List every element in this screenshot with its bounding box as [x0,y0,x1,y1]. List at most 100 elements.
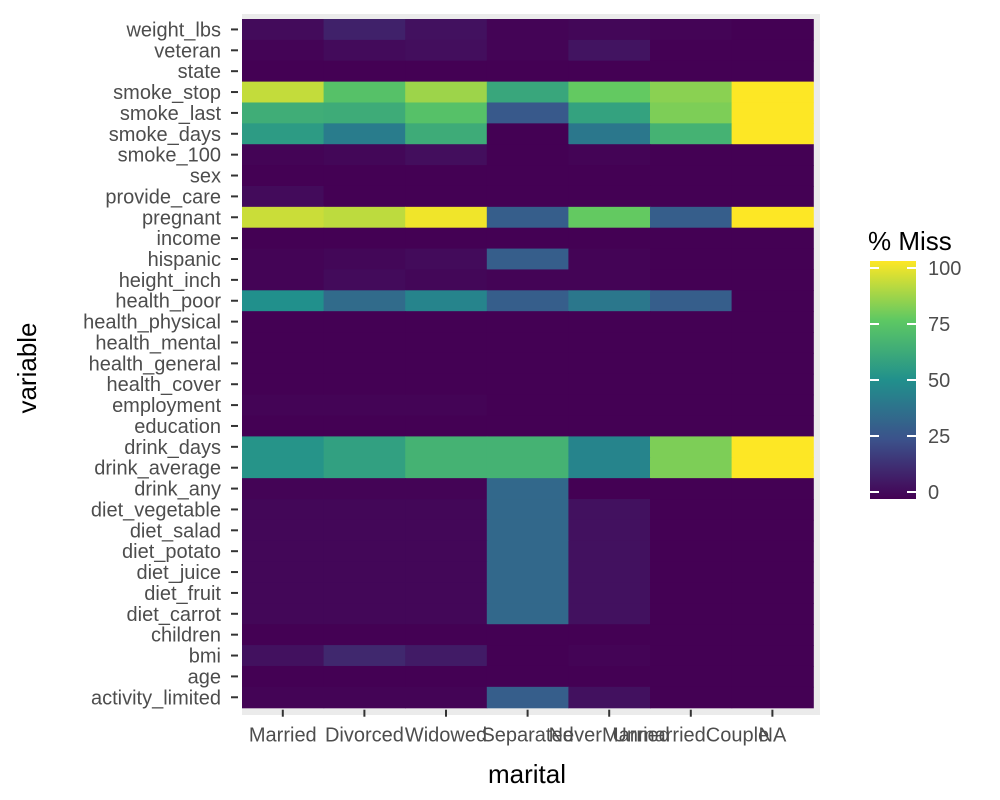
heatmap-cell [405,645,488,667]
heatmap-cell [405,415,488,437]
heatmap-cell [242,352,325,375]
heatmap-cell [568,227,651,250]
heatmap-cell [650,165,733,187]
heatmap-cell [650,415,733,437]
heatmap-cell [242,561,325,584]
heatmap-cell [323,582,406,604]
heatmap-cell [486,311,569,333]
heatmap-cell [731,665,814,688]
heatmap-cell [405,290,488,312]
y-tick-label: education [134,416,221,438]
heatmap-cell [405,540,488,563]
heatmap-cell [650,499,733,521]
heatmap-cell [731,373,814,396]
y-tick-label: hispanic [148,249,221,271]
heatmap-cell [731,540,814,563]
heatmap-cell [568,19,651,41]
legend-tick-label: 25 [928,426,950,448]
y-tick-label: diet_salad [130,520,221,542]
heatmap-cell [405,352,488,375]
y-tick-label: state [178,61,221,83]
x-tick-label: NeverMarried [549,725,670,747]
heatmap-cell [405,561,488,584]
y-tick-label: diet_fruit [144,583,221,605]
y-tick-label: height_inch [119,270,221,292]
heatmap-cell [405,332,488,354]
heatmap-cell [242,519,325,542]
heatmap-cell [242,373,325,396]
y-tick-label: diet_potato [122,541,221,563]
y-tick-label: children [151,625,221,647]
x-tick-label: Widowed [405,725,487,747]
heatmap-cell [568,352,651,375]
heatmap-cell [731,352,814,375]
heatmap-cell [242,665,325,688]
heatmap-cell [242,248,325,271]
heatmap-cell [242,540,325,563]
heatmap-cell [405,373,488,396]
y-tick-label: income [157,228,221,250]
heatmap-cell [242,206,325,229]
heatmap-cell [486,352,569,375]
heatmap-cell [323,519,406,542]
heatmap-cell [486,206,569,229]
heatmap-cell [405,499,488,521]
heatmap-cell [650,457,733,479]
heatmap-cell [242,436,325,458]
heatmap-cell [568,436,651,458]
y-axis-title: variable [12,322,42,413]
heatmap-cell [650,123,733,145]
y-tick-label: smoke_stop [113,82,221,104]
heatmap-cell [323,603,406,625]
heatmap-cell [405,269,488,291]
legend-tick-label: 0 [928,482,939,504]
heatmap-cell [405,144,488,166]
heatmap-cell [650,561,733,584]
y-tick-label: diet_juice [136,562,221,584]
heatmap-cell [650,248,733,271]
heatmap-cell [650,206,733,229]
heatmap-cell [242,457,325,479]
heatmap-cell [650,519,733,542]
heatmap-cell [650,686,733,709]
heatmap-cell [650,373,733,396]
heatmap-cell [568,499,651,521]
heatmap-cell [731,123,814,145]
heatmap-cell [323,144,406,166]
heatmap-cell [323,415,406,437]
heatmap-cell [242,123,325,145]
heatmap-cell [486,19,569,41]
heatmap-cell [323,248,406,271]
heatmap-cell [405,603,488,625]
heatmap-cell [731,561,814,584]
y-tick-label: activity_limited [91,687,221,709]
heatmap-cell [323,311,406,333]
heatmap-cell [731,227,814,250]
heatmap-cell [568,582,651,604]
heatmap-cell [568,102,651,124]
heatmap-cell [731,81,814,104]
legend: % Miss 0 25 50 75 100 [868,226,961,504]
heatmap-cell [242,582,325,604]
heatmap-cell [486,436,569,458]
x-axis: Married Divorced WidowedSeparatedNeverMarr… [249,709,787,747]
heatmap-cell [650,227,733,250]
heatmap-cell [486,123,569,145]
heatmap-cell [650,81,733,104]
heatmap-cell [405,436,488,458]
heatmap-cell [486,582,569,604]
heatmap-cell [405,39,488,62]
heatmap-cell [650,645,733,667]
heatmap-cell [731,165,814,187]
heatmap-cell [486,102,569,124]
heatmap-cell [405,102,488,124]
legend-title: % Miss [868,226,952,256]
heatmap-cell [323,185,406,208]
heatmap-cell [323,39,406,62]
heatmap-cell [242,19,325,41]
heatmap-cell [568,624,651,646]
heatmap-cell [568,60,651,83]
heatmap-cell [486,373,569,396]
heatmap-cell [486,478,569,500]
